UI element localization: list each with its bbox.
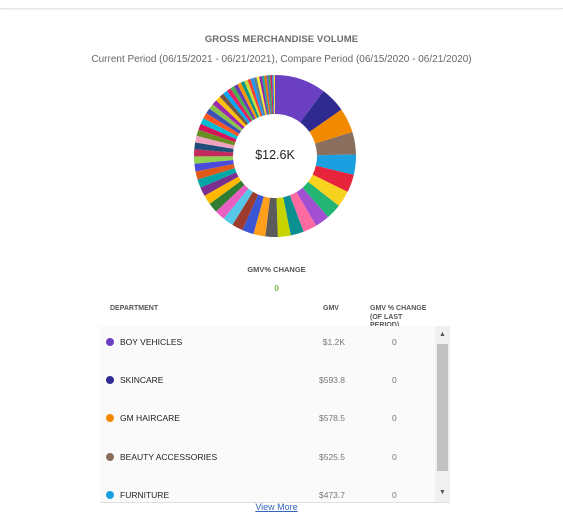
chart-title: GROSS MERCHANDISE VOLUME bbox=[204, 34, 359, 45]
row-gmv: $593.8 bbox=[319, 375, 345, 385]
legend-dot bbox=[106, 453, 114, 461]
donut-slice[interactable] bbox=[195, 135, 235, 149]
donut-slice[interactable] bbox=[270, 75, 274, 115]
table-row[interactable]: BOY VEHICLES $1.2K 0 bbox=[100, 330, 433, 368]
donut-slice[interactable] bbox=[215, 184, 249, 219]
row-gmv: $525.5 bbox=[319, 452, 345, 462]
row-change: 0 bbox=[392, 375, 397, 385]
row-gmv: $473.7 bbox=[319, 490, 345, 500]
table-row[interactable]: FURNITURE $473.7 0 bbox=[100, 483, 433, 502]
donut-slice[interactable] bbox=[198, 123, 237, 143]
donut-slice[interactable] bbox=[242, 194, 264, 235]
donut-slice[interactable] bbox=[216, 96, 247, 128]
donut-slice[interactable] bbox=[302, 181, 339, 218]
donut-slice[interactable] bbox=[226, 88, 252, 123]
donut-slice[interactable] bbox=[312, 165, 354, 192]
donut-slice[interactable] bbox=[204, 176, 242, 204]
row-change: 0 bbox=[392, 413, 397, 423]
view-more-link[interactable]: View More bbox=[255, 502, 298, 512]
donut-slice[interactable] bbox=[197, 168, 237, 188]
donut-slice[interactable] bbox=[289, 192, 317, 232]
scrollbar-thumb[interactable] bbox=[437, 344, 448, 471]
donut-chart bbox=[194, 75, 356, 237]
donut-slice[interactable] bbox=[194, 160, 234, 172]
row-department: GM HAIRCARE bbox=[120, 413, 180, 423]
legend-dot bbox=[106, 414, 114, 422]
table-row[interactable]: GM HAIRCARE $578.5 0 bbox=[100, 406, 433, 444]
donut-slice[interactable] bbox=[209, 180, 245, 212]
donut-slice[interactable] bbox=[230, 86, 254, 121]
donut-slice[interactable] bbox=[240, 81, 260, 118]
donut-slice[interactable] bbox=[272, 75, 275, 115]
donut-slice[interactable] bbox=[315, 154, 356, 175]
donut-slice[interactable] bbox=[237, 82, 258, 119]
donut-slice[interactable] bbox=[223, 90, 251, 124]
donut-slice[interactable] bbox=[265, 197, 278, 237]
donut-slice[interactable] bbox=[200, 118, 238, 140]
row-department: BEAUTY ACCESSORIES bbox=[120, 452, 218, 462]
donut-slice[interactable] bbox=[196, 129, 236, 146]
donut-slice[interactable] bbox=[308, 174, 348, 206]
row-department: BOY VEHICLES bbox=[120, 337, 183, 347]
donut-slice[interactable] bbox=[244, 79, 261, 118]
row-change: 0 bbox=[392, 490, 397, 500]
row-change: 0 bbox=[392, 337, 397, 347]
top-divider bbox=[0, 0, 563, 9]
triangle-up-icon[interactable]: ▲ bbox=[439, 331, 446, 338]
department-table: BOY VEHICLES $1.2K 0 SKINCARE $593.8 0 G… bbox=[100, 326, 450, 503]
donut-slice[interactable] bbox=[264, 75, 271, 115]
legend-dot bbox=[106, 376, 114, 384]
row-change: 0 bbox=[392, 452, 397, 462]
donut-slice[interactable] bbox=[247, 78, 263, 117]
table-row[interactable]: BEAUTY ACCESSORIES $525.5 0 bbox=[100, 445, 433, 483]
donut-slice[interactable] bbox=[194, 156, 234, 164]
donut-slice[interactable] bbox=[194, 149, 234, 157]
column-header-gmv[interactable]: GMV bbox=[323, 305, 339, 312]
chart-subtitle: Current Period (06/15/2021 - 06/21/2021)… bbox=[91, 54, 472, 65]
triangle-down-icon[interactable]: ▼ bbox=[439, 489, 446, 496]
table-scrollbar[interactable]: ▲ ▼ bbox=[435, 326, 450, 502]
donut-slice[interactable] bbox=[283, 195, 304, 236]
column-header-gmv-change[interactable]: GMV % CHANGE (OF LAST PERIOD) bbox=[370, 305, 427, 329]
row-department: SKINCARE bbox=[120, 375, 164, 385]
table-row[interactable]: SKINCARE $593.8 0 bbox=[100, 368, 433, 406]
donut-slice[interactable] bbox=[219, 93, 249, 126]
donut-slice[interactable] bbox=[268, 75, 273, 115]
row-department: FURNITURE bbox=[120, 490, 170, 500]
donut-slice[interactable] bbox=[209, 104, 243, 132]
donut-slice[interactable] bbox=[296, 187, 329, 226]
donut-slice[interactable] bbox=[253, 196, 270, 237]
donut-slice[interactable] bbox=[250, 77, 264, 116]
donut-slice[interactable] bbox=[195, 164, 235, 180]
donut-slice[interactable] bbox=[200, 172, 239, 196]
donut-slice[interactable] bbox=[256, 76, 267, 116]
donut-center-total: $12.6K bbox=[255, 148, 295, 162]
donut-slice[interactable] bbox=[194, 142, 234, 153]
donut-slice[interactable] bbox=[253, 77, 266, 116]
donut-slice[interactable] bbox=[275, 75, 324, 123]
donut-slice[interactable] bbox=[266, 75, 272, 115]
donut-slice[interactable] bbox=[233, 84, 256, 120]
donut-slice[interactable] bbox=[276, 197, 291, 237]
gmv-change-title: GMV% CHANGE bbox=[247, 265, 306, 274]
row-gmv: $1.2K bbox=[322, 337, 345, 347]
donut-slice[interactable] bbox=[223, 188, 253, 225]
donut-slice[interactable] bbox=[203, 113, 240, 137]
donut-slice[interactable] bbox=[273, 75, 275, 115]
legend-dot bbox=[106, 338, 114, 346]
donut-slice[interactable] bbox=[206, 108, 241, 134]
gmv-change-value: 0 bbox=[274, 283, 279, 293]
donut-slice[interactable] bbox=[259, 76, 269, 115]
table-body: BOY VEHICLES $1.2K 0 SKINCARE $593.8 0 G… bbox=[100, 326, 433, 502]
legend-dot bbox=[106, 491, 114, 499]
donut-slice[interactable] bbox=[309, 109, 353, 144]
donut-slice[interactable] bbox=[300, 91, 342, 132]
donut-slice[interactable] bbox=[232, 191, 259, 231]
donut-slice[interactable] bbox=[315, 132, 356, 156]
donut-slice[interactable] bbox=[261, 75, 270, 115]
row-gmv: $578.5 bbox=[319, 413, 345, 423]
donut-slice[interactable] bbox=[212, 100, 245, 130]
column-header-department[interactable]: DEPARTMENT bbox=[110, 305, 159, 312]
